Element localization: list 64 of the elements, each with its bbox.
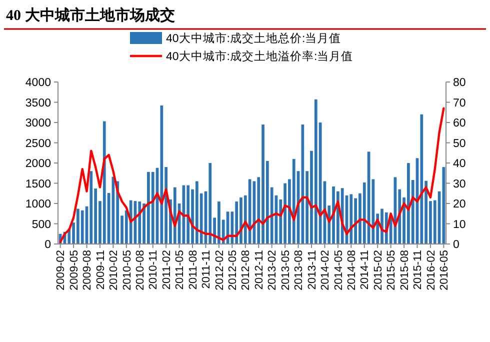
x-tick-label: 2010-08 xyxy=(134,250,146,290)
chart-title: 40 大中城市土地市场成交 xyxy=(6,6,175,24)
y-tick-label: 1500 xyxy=(25,178,51,190)
y2-tick-label: 30 xyxy=(453,178,466,190)
y-tick-label: 2000 xyxy=(25,158,51,170)
x-tick-label: 2011-11 xyxy=(200,250,213,289)
y-tick-label: 500 xyxy=(32,218,51,231)
y-tick-label: 3000 xyxy=(25,118,51,130)
bar xyxy=(138,201,142,244)
bar xyxy=(90,171,93,244)
bar xyxy=(301,124,304,244)
x-tick-label: 2012-08 xyxy=(240,250,252,290)
x-tick-label: 2012-11 xyxy=(253,250,266,290)
x-tick-label: 2010-05 xyxy=(121,250,134,290)
x-tick-label: 2015-05 xyxy=(386,250,398,290)
y-tick-label: 4000 xyxy=(25,77,51,90)
y2-tick-label: 80 xyxy=(453,77,466,90)
x-tick-label: 2011-05 xyxy=(174,250,186,290)
x-tick-label: 2013-02 xyxy=(266,250,279,290)
x-tick-label: 2009-08 xyxy=(82,250,94,290)
y-tick-label: 3500 xyxy=(25,97,51,110)
x-tick-label: 2014-05 xyxy=(332,250,345,290)
legend-label: 40大中城市:成交土地总价:当月值 xyxy=(166,31,342,46)
bar xyxy=(420,114,424,244)
x-tick-label: 2012-02 xyxy=(214,250,226,290)
x-tick-label: 2013-05 xyxy=(280,250,292,290)
bar xyxy=(102,121,106,244)
y2-tick-label: 40 xyxy=(453,158,466,170)
y2-tick-label: 70 xyxy=(453,97,466,110)
bar xyxy=(80,210,84,244)
x-tick-label: 2013-08 xyxy=(293,250,306,290)
x-tick-label: 2015-02 xyxy=(372,250,384,290)
bar xyxy=(314,99,318,244)
legend-label: 40大中城市:成交土地溢价率:当月值 xyxy=(166,49,354,64)
x-tick-label: 2014-11 xyxy=(359,250,372,290)
bar xyxy=(350,194,353,244)
x-tick-label: 2010-11 xyxy=(148,250,160,290)
x-tick-label: 2014-08 xyxy=(346,250,358,290)
y-tick-label: 2500 xyxy=(25,138,51,150)
y2-tick-label: 0 xyxy=(453,239,460,252)
y2-tick-label: 50 xyxy=(453,138,466,150)
bar xyxy=(160,105,164,244)
x-tick-label: 2010-02 xyxy=(108,250,120,290)
bar xyxy=(292,158,296,244)
x-tick-label: 2015-11 xyxy=(412,250,424,290)
bar xyxy=(151,172,154,244)
x-tick-label: 2016-02 xyxy=(425,250,438,290)
x-tick-label: 2009-02 xyxy=(55,250,68,290)
x-tick-label: 2014-02 xyxy=(320,250,332,290)
x-tick-label: 2011-08 xyxy=(187,250,200,290)
y2-tick-label: 20 xyxy=(453,198,466,211)
x-tick-label: 2009-05 xyxy=(68,250,80,290)
y2-tick-label: 60 xyxy=(453,118,466,130)
y2-tick-label: 10 xyxy=(453,218,466,231)
x-tick-label: 2009-11 xyxy=(94,250,107,290)
y-tick-label: 0 xyxy=(44,239,51,252)
bar xyxy=(208,163,212,244)
x-tick-label: 2013-11 xyxy=(306,250,318,290)
x-tick-label: 2011-02 xyxy=(160,250,173,290)
bar xyxy=(186,185,190,244)
y-tick-label: 1000 xyxy=(25,198,51,211)
x-tick-label: 2015-08 xyxy=(398,250,411,290)
x-tick-label: 2016-05 xyxy=(438,250,451,290)
x-tick-label: 2012-05 xyxy=(227,250,240,290)
